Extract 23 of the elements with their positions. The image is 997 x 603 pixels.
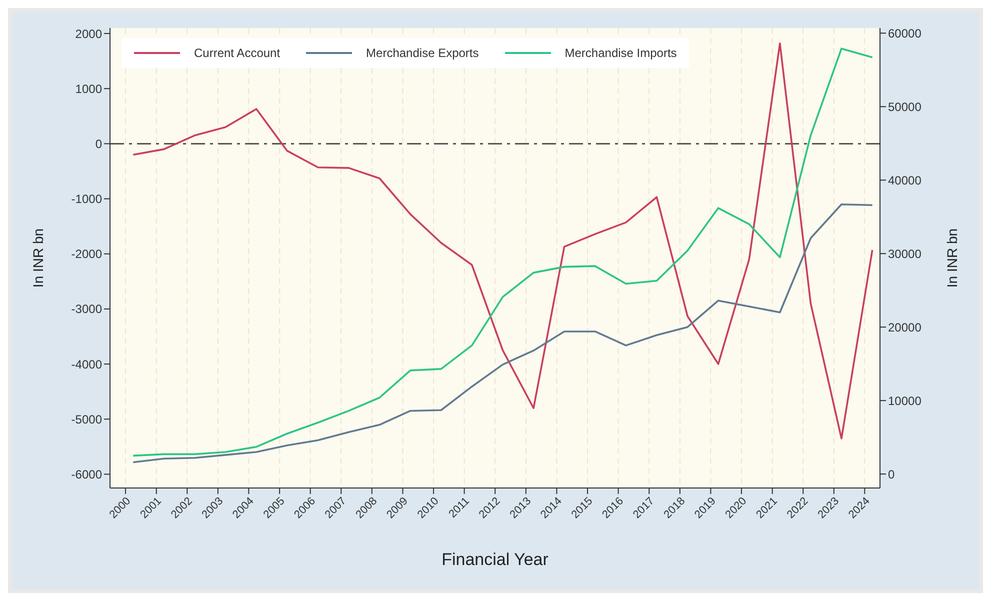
legend-label: Merchandise Exports — [366, 46, 479, 60]
y2-tick-label: 0 — [888, 467, 895, 482]
y2-tick-label: 30000 — [888, 246, 922, 261]
y-axis-title: In INR bn — [30, 228, 46, 288]
y-tick-label: -3000 — [71, 302, 102, 316]
y-tick-label: -1000 — [71, 192, 102, 206]
y-tick-label: 2000 — [75, 26, 102, 41]
y2-tick-label: 40000 — [888, 173, 922, 188]
y2-axis-title: In INR bn — [944, 228, 960, 288]
line-series — [132, 203, 874, 464]
y-tick-label: 0 — [95, 136, 102, 151]
legend-label: Merchandise Imports — [564, 46, 677, 60]
y-tick-label: -2000 — [71, 247, 102, 262]
y-tick-label: -5000 — [71, 412, 102, 426]
y2-tick-label: 50000 — [888, 100, 922, 114]
y2-tick-label: 20000 — [888, 320, 922, 334]
y-tick-label: -4000 — [71, 357, 102, 372]
y-tick-label: -6000 — [71, 467, 102, 482]
x-axis-title: Financial Year — [442, 550, 549, 569]
legend-label: Current Account — [194, 46, 280, 60]
y-tick-label: 1000 — [75, 82, 102, 96]
y2-tick-label: 60000 — [888, 26, 922, 40]
y2-tick-label: 10000 — [888, 394, 922, 408]
